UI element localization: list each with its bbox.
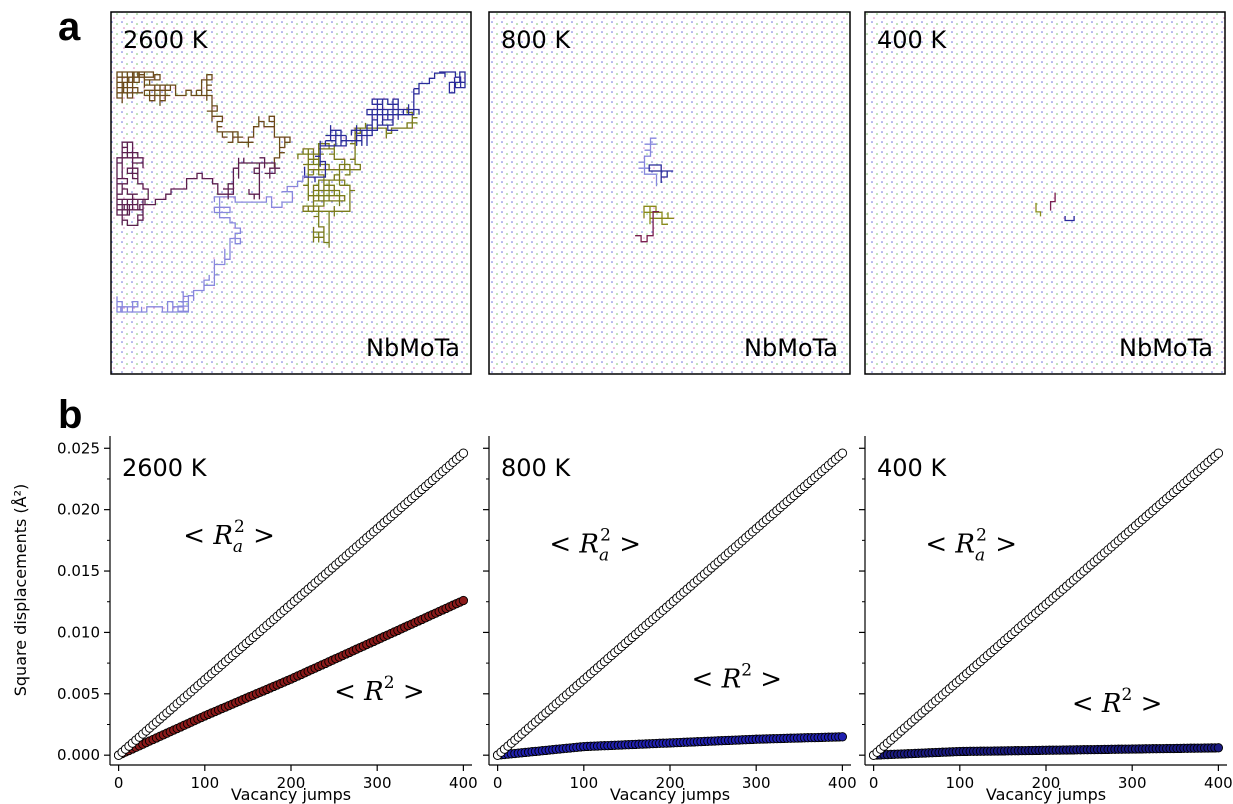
x-tick-label: 400 (449, 774, 478, 792)
y-tick-label: 0.005 (57, 685, 100, 703)
trajectory-path (638, 137, 658, 187)
x-axis-label: Vacancy jumps (610, 785, 730, 804)
trajectory-panel-400: 400 K NbMoTa (864, 11, 1226, 375)
trajectory-path (303, 71, 466, 183)
data-point (1213, 448, 1224, 458)
trajectory-panel-2600: 2600 K NbMoTa (110, 11, 472, 375)
x-tick-label: 400 (828, 774, 857, 792)
trajectory-temperature-label: 2600 K (123, 26, 209, 54)
trajectory-path (1049, 192, 1056, 211)
plot-temperature-label: 400 K (877, 454, 947, 482)
trajectory-path (1035, 202, 1042, 217)
trajectory-path (648, 164, 674, 183)
trajectory-path (116, 141, 281, 227)
x-tick-label: 200 (277, 774, 306, 792)
trajectory-path (635, 211, 660, 243)
annotation-r-squared: < R2 > (1072, 685, 1163, 719)
x-tick-label: 200 (656, 774, 685, 792)
y-tick-label: 0.015 (57, 562, 100, 580)
y-tick-label: 0.010 (57, 623, 100, 641)
data-point (837, 732, 848, 742)
trajectory-paths (1035, 192, 1075, 222)
msd-plot-800: 0 100 200 300 400 Vacancy jumps 800 K < Ra2 > < … (483, 436, 857, 804)
data-point (458, 595, 469, 606)
trajectory-path (297, 107, 418, 248)
annotation-ra-squared: < Ra2 > (925, 526, 1017, 566)
annotation-ra-squared: < Ra2 > (183, 517, 275, 557)
annotation-r-squared: < R2 > (334, 673, 425, 707)
x-tick-label: 400 (1204, 774, 1233, 792)
x-tick-label: 100 (190, 774, 219, 792)
plot-temperature-label: 2600 K (122, 454, 208, 482)
panel-label-a: a (58, 5, 81, 49)
x-tick-label: 100 (569, 774, 598, 792)
annotation-r-squared: < R2 > (692, 661, 783, 695)
y-tick-label: 0.020 (57, 501, 100, 519)
msd-plot-400: 0 100 200 300 400 Vacancy jumps 400 K < Ra2 > < … (859, 436, 1233, 804)
annotation-ra-squared: < Ra2 > (549, 526, 641, 566)
x-tick-label: 300 (742, 774, 771, 792)
x-tick-label: 100 (945, 774, 974, 792)
trajectory-path (1064, 216, 1075, 222)
x-tick-label: 0 (114, 774, 124, 792)
data-point (458, 448, 469, 458)
msd-plot-2600: 0 100 200 300 400 0.000 0.005 0.010 0.015 0.020 0.… (57, 436, 478, 804)
x-tick-label: 0 (493, 774, 503, 792)
y-axis-label: Square displacements (Å²) (11, 484, 30, 697)
trajectory-path (643, 205, 674, 225)
data-point (837, 448, 848, 458)
trajectory-alloy-label: NbMoTa (366, 334, 460, 362)
x-tick-label: 0 (869, 774, 879, 792)
trajectory-frame (488, 11, 851, 375)
x-axis-label: Vacancy jumps (231, 785, 351, 804)
y-tick-label: 0.000 (57, 746, 100, 764)
y-tick-label: 0.025 (57, 439, 100, 457)
trajectory-frame (864, 11, 1226, 375)
trajectory-paths (116, 71, 466, 313)
x-tick-label: 200 (1032, 774, 1061, 792)
trajectory-frame (110, 11, 472, 375)
trajectory-temperature-label: 400 K (877, 26, 947, 54)
x-tick-label: 300 (363, 774, 392, 792)
panel-label-b: b (58, 393, 82, 437)
trajectory-path (116, 71, 291, 169)
trajectory-paths (635, 137, 674, 243)
plot-temperature-label: 800 K (501, 454, 571, 482)
trajectory-alloy-label: NbMoTa (744, 334, 838, 362)
x-tick-label: 300 (1118, 774, 1147, 792)
trajectory-path (116, 175, 308, 313)
trajectory-panel-800: 800 K NbMoTa (488, 11, 851, 375)
data-point (1213, 743, 1224, 753)
trajectory-temperature-label: 800 K (501, 26, 571, 54)
x-axis-label: Vacancy jumps (986, 785, 1106, 804)
trajectory-alloy-label: NbMoTa (1119, 334, 1213, 362)
